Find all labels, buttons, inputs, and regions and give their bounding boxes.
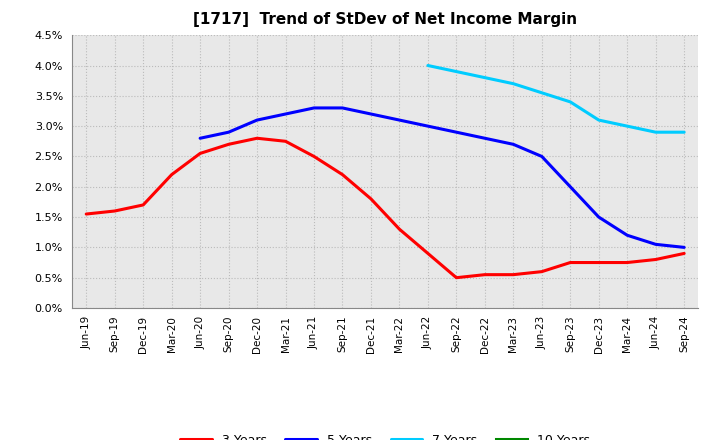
3 Years <box>225 142 233 147</box>
3 Years <box>110 209 119 214</box>
5 Years <box>652 242 660 247</box>
7 Years <box>452 69 461 74</box>
7 Years <box>652 129 660 135</box>
Line: 7 Years: 7 Years <box>428 66 684 132</box>
3 Years <box>139 202 148 208</box>
3 Years <box>196 151 204 156</box>
7 Years <box>423 63 432 68</box>
5 Years <box>566 184 575 189</box>
3 Years <box>338 172 347 177</box>
3 Years <box>680 251 688 256</box>
5 Years <box>480 136 489 141</box>
7 Years <box>566 99 575 105</box>
5 Years <box>338 105 347 110</box>
3 Years <box>282 139 290 144</box>
3 Years <box>566 260 575 265</box>
3 Years <box>253 136 261 141</box>
5 Years <box>225 129 233 135</box>
5 Years <box>509 142 518 147</box>
3 Years <box>480 272 489 277</box>
3 Years <box>595 260 603 265</box>
3 Years <box>537 269 546 274</box>
5 Years <box>423 124 432 129</box>
5 Years <box>310 105 318 110</box>
3 Years <box>366 196 375 202</box>
5 Years <box>452 129 461 135</box>
7 Years <box>623 124 631 129</box>
5 Years <box>537 154 546 159</box>
5 Years <box>253 117 261 123</box>
3 Years <box>623 260 631 265</box>
3 Years <box>82 211 91 216</box>
5 Years <box>282 111 290 117</box>
5 Years <box>595 214 603 220</box>
3 Years <box>452 275 461 280</box>
5 Years <box>196 136 204 141</box>
Line: 5 Years: 5 Years <box>200 108 684 247</box>
Legend: 3 Years, 5 Years, 7 Years, 10 Years: 3 Years, 5 Years, 7 Years, 10 Years <box>176 429 595 440</box>
3 Years <box>423 251 432 256</box>
5 Years <box>623 233 631 238</box>
7 Years <box>537 90 546 95</box>
7 Years <box>509 81 518 86</box>
3 Years <box>395 227 404 232</box>
7 Years <box>480 75 489 80</box>
3 Years <box>310 154 318 159</box>
5 Years <box>680 245 688 250</box>
7 Years <box>680 129 688 135</box>
Title: [1717]  Trend of StDev of Net Income Margin: [1717] Trend of StDev of Net Income Marg… <box>193 12 577 27</box>
3 Years <box>167 172 176 177</box>
3 Years <box>509 272 518 277</box>
3 Years <box>652 257 660 262</box>
5 Years <box>366 111 375 117</box>
7 Years <box>595 117 603 123</box>
Line: 3 Years: 3 Years <box>86 138 684 278</box>
5 Years <box>395 117 404 123</box>
